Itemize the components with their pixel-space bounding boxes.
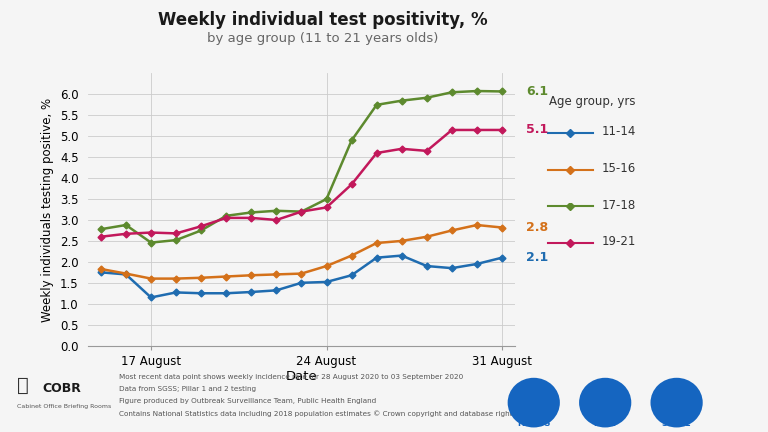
Text: 2.1: 2.1 [526, 251, 548, 264]
Text: Cabinet Office Briefing Rooms: Cabinet Office Briefing Rooms [17, 404, 111, 409]
Text: Contains National Statistics data including 2018 population estimates © Crown co: Contains National Statistics data includ… [119, 410, 533, 416]
Text: by age group (11 to 21 years olds): by age group (11 to 21 years olds) [207, 32, 439, 45]
Text: 19-21: 19-21 [601, 235, 636, 248]
Text: 17-18: 17-18 [601, 199, 636, 212]
Text: 5.1: 5.1 [526, 124, 548, 137]
Text: HANDS: HANDS [517, 419, 551, 428]
Text: Most recent data point shows weekly incidence rate for 28 August 2020 to 03 Sept: Most recent data point shows weekly inci… [119, 374, 463, 380]
Text: SPACE: SPACE [662, 419, 691, 428]
Text: 6.1: 6.1 [526, 85, 548, 98]
Text: Data from SGSS; Pillar 1 and 2 testing: Data from SGSS; Pillar 1 and 2 testing [119, 386, 257, 392]
X-axis label: Date: Date [286, 370, 317, 384]
Text: 11-14: 11-14 [601, 125, 636, 138]
Text: FACE: FACE [594, 419, 617, 428]
Text: 2.8: 2.8 [526, 221, 548, 234]
Text: 🏛: 🏛 [17, 376, 28, 395]
Text: Figure produced by Outbreak Surveillance Team, Public Health England: Figure produced by Outbreak Surveillance… [119, 398, 376, 404]
Text: 15-16: 15-16 [601, 162, 636, 175]
Text: Age group, yrs: Age group, yrs [549, 95, 636, 108]
Text: Weekly individual test positivity, %: Weekly individual test positivity, % [157, 11, 488, 29]
Y-axis label: Weekly individuals testing positive, %: Weekly individuals testing positive, % [41, 98, 55, 321]
Text: COBR: COBR [42, 382, 81, 395]
